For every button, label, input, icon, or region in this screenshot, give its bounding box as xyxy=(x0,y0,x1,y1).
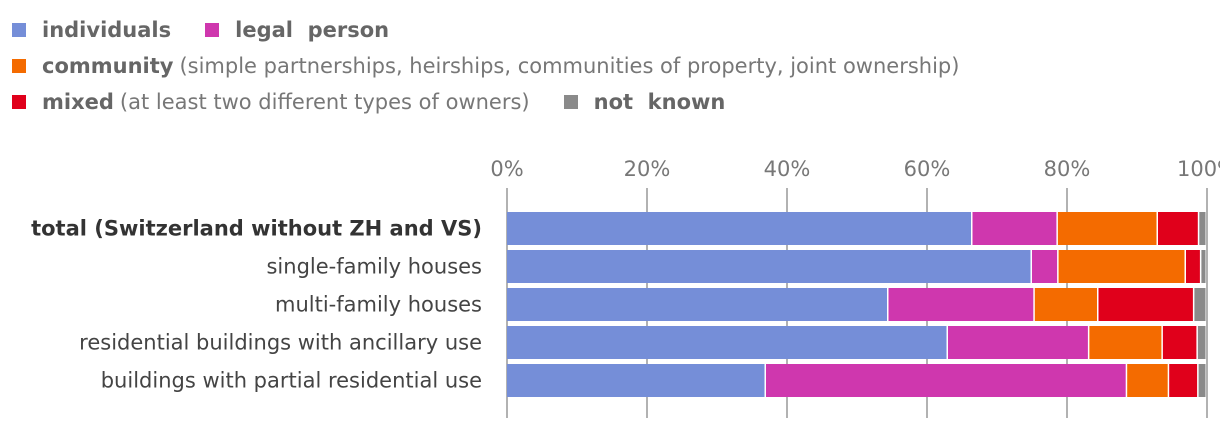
legend-swatch-community xyxy=(12,59,26,73)
legend-item-not-known: not known xyxy=(563,84,726,120)
legend-label-legal-person: legal person xyxy=(235,18,390,42)
bar-1-not-known xyxy=(1201,250,1206,283)
category-label-1: single-family houses xyxy=(266,255,482,279)
x-tick-label-3: 60% xyxy=(904,157,951,181)
bar-0-legal-person xyxy=(972,212,1057,245)
legend-swatch-not-known xyxy=(563,95,578,109)
bar-2-individuals xyxy=(507,288,887,321)
bar-3-individuals xyxy=(507,326,947,359)
bar-1-legal-person xyxy=(1032,250,1058,283)
bar-3-community xyxy=(1089,326,1162,359)
legend-row-1: individuals legal person xyxy=(12,12,993,48)
category-label-4: buildings with partial residential use xyxy=(101,369,482,393)
legend-row-2: community (simple partnerships, heirship… xyxy=(12,48,993,84)
legend-label-individuals: individuals xyxy=(42,18,172,42)
bar-4-not-known xyxy=(1198,364,1206,397)
category-label-3: residential buildings with ancillary use xyxy=(79,331,482,355)
legend-label-not-known: not known xyxy=(593,90,726,114)
bar-3-mixed xyxy=(1162,326,1197,359)
bar-4-legal-person xyxy=(766,364,1126,397)
bar-3-legal-person xyxy=(948,326,1088,359)
legend-item-individuals: individuals xyxy=(12,12,171,48)
legend-desc-community: (simple partnerships, heirships, communi… xyxy=(179,54,960,78)
bar-0-individuals xyxy=(507,212,971,245)
legend-item-legal-person: legal person xyxy=(205,12,389,48)
legend-swatch-legal-person xyxy=(205,23,220,37)
x-tick-label-1: 20% xyxy=(624,157,671,181)
bar-4-mixed xyxy=(1169,364,1198,397)
legend-item-community: community (simple partnerships, heirship… xyxy=(12,48,959,84)
legend-desc-mixed: (at least two different types of owners) xyxy=(119,90,530,114)
category-label-2: multi-family houses xyxy=(275,293,482,317)
bar-0-mixed xyxy=(1158,212,1198,245)
x-tick-label-5: 100% xyxy=(1177,157,1220,181)
legend-label-mixed: mixed xyxy=(42,90,114,114)
legend-swatch-mixed xyxy=(12,95,26,109)
bar-2-legal-person xyxy=(888,288,1034,321)
bar-0-community xyxy=(1057,212,1157,245)
bar-4-individuals xyxy=(507,364,765,397)
bar-1-individuals xyxy=(507,250,1031,283)
category-label-0: total (Switzerland without ZH and VS) xyxy=(31,217,482,241)
x-tick-label-4: 80% xyxy=(1044,157,1091,181)
bar-1-mixed xyxy=(1186,250,1200,283)
bar-2-mixed xyxy=(1098,288,1193,321)
bar-2-community xyxy=(1034,288,1097,321)
bar-1-community xyxy=(1058,250,1185,283)
bar-0-not-known xyxy=(1199,212,1206,245)
x-tick-label-0: 0% xyxy=(490,157,523,181)
legend-label-community: community xyxy=(42,54,174,78)
legend-swatch-individuals xyxy=(12,23,26,37)
bar-2-not-known xyxy=(1194,288,1206,321)
bar-3-not-known xyxy=(1197,326,1206,359)
legend-item-mixed: mixed (at least two different types of o… xyxy=(12,84,530,120)
legend-row-3: mixed (at least two different types of o… xyxy=(12,84,993,120)
x-tick-label-2: 40% xyxy=(764,157,811,181)
bar-4-community xyxy=(1127,364,1168,397)
legend: individuals legal person community (simp… xyxy=(12,12,993,120)
